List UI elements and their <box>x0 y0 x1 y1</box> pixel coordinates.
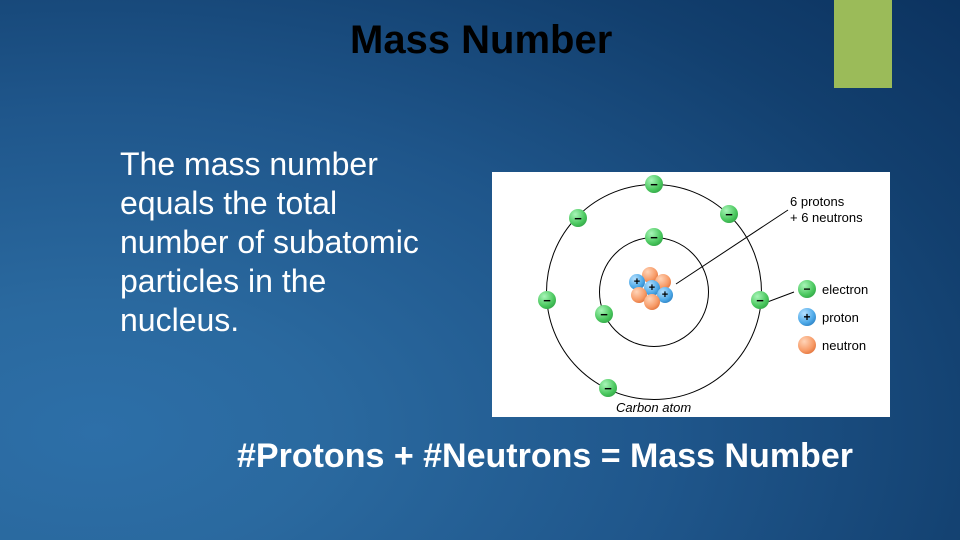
annotation-line1: 6 protons <box>790 194 863 210</box>
legend-electron: − electron <box>798 280 868 298</box>
atom-diagram: − − − − − − − − + + + Carbon atom 6 prot… <box>492 172 890 417</box>
neutron <box>644 294 660 310</box>
slide-title: Mass Number <box>350 18 612 63</box>
proton-icon: + <box>798 308 816 326</box>
formula-text: #Protons + #Neutrons = Mass Number <box>215 435 875 478</box>
annotation-line2: + 6 neutrons <box>790 210 863 226</box>
electron: − <box>645 228 663 246</box>
legend-neutron: neutron <box>798 336 866 354</box>
electron: − <box>538 291 556 309</box>
accent-box <box>834 0 892 88</box>
electron: − <box>645 175 663 193</box>
neutron-icon <box>798 336 816 354</box>
electron: − <box>751 291 769 309</box>
slide: Mass Number The mass number equals the t… <box>0 0 960 540</box>
nucleus-annotation: 6 protons + 6 neutrons <box>790 194 863 227</box>
legend-label: neutron <box>822 338 866 353</box>
diagram-caption: Carbon atom <box>616 400 691 415</box>
electron-icon: − <box>798 280 816 298</box>
electron: − <box>720 205 738 223</box>
electron: − <box>599 379 617 397</box>
electron: − <box>569 209 587 227</box>
legend-proton: + proton <box>798 308 859 326</box>
body-text: The mass number equals the total number … <box>120 145 430 340</box>
electron: − <box>595 305 613 323</box>
legend-label: electron <box>822 282 868 297</box>
legend-label: proton <box>822 310 859 325</box>
